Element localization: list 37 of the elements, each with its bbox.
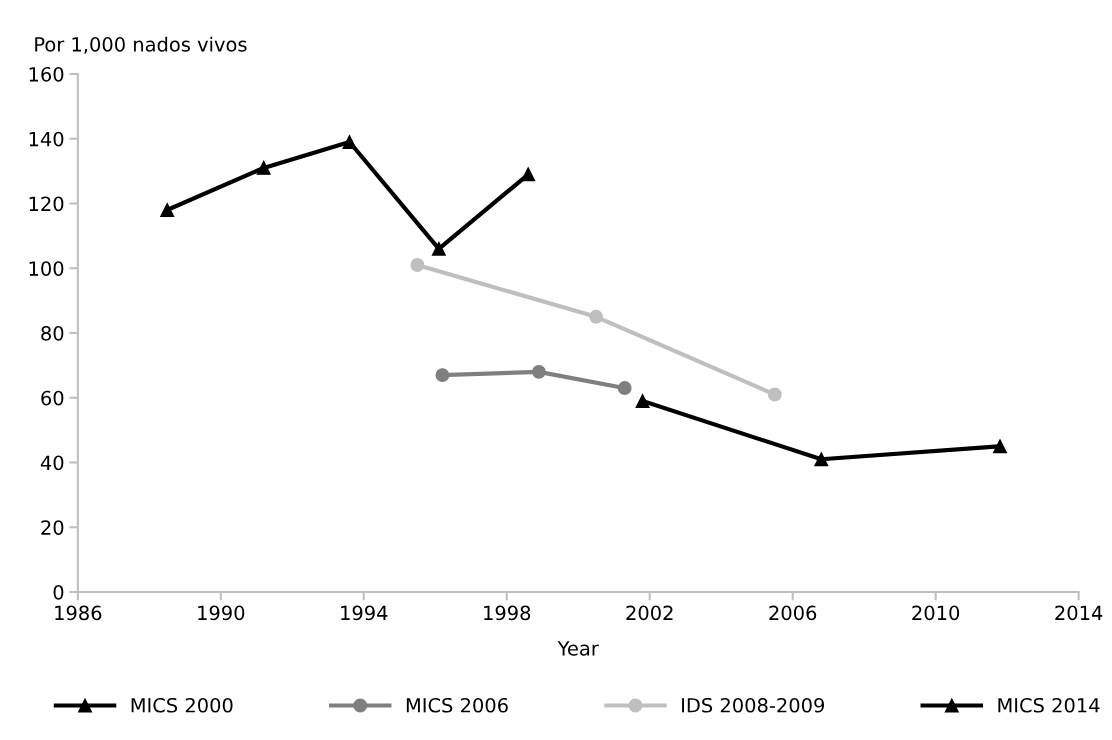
- y-tick-label: 120: [29, 196, 64, 212]
- x-tick-label: 1986: [55, 605, 102, 621]
- x-tick-label: 1994: [341, 605, 388, 621]
- point: [431, 241, 446, 256]
- y-axis-title: Por 1,000 nados vivos: [35, 36, 247, 54]
- x-tick-label: 1998: [484, 605, 531, 621]
- legend-label: MICS 2000: [131, 697, 233, 713]
- y-tick-label: 0: [53, 584, 64, 600]
- x-tick-label: 1990: [198, 605, 245, 621]
- point: [160, 203, 175, 217]
- y-tick-label: 100: [29, 261, 64, 276]
- point: [531, 364, 546, 379]
- point: [435, 368, 450, 383]
- point: [589, 309, 604, 324]
- y-tick-label: 140: [29, 131, 64, 147]
- x-tick-label: 2010: [912, 605, 960, 621]
- x-tick-label: 2002: [626, 605, 673, 621]
- point: [342, 135, 357, 149]
- x-axis-title: Year: [557, 641, 599, 656]
- y-tick-label: 20: [41, 520, 64, 535]
- y-tick-label: 40: [40, 455, 64, 471]
- point: [617, 381, 632, 395]
- x-tick-label: 2014: [1055, 605, 1103, 621]
- point: [410, 258, 425, 272]
- point: [256, 160, 271, 175]
- point: [521, 167, 536, 182]
- legend-label: IDS 2008-2009: [682, 697, 825, 713]
- y-tick-label: 80: [41, 325, 64, 341]
- point: [767, 387, 782, 402]
- x-tick-label: 2006: [769, 605, 817, 621]
- point: [635, 394, 650, 408]
- legend-label: MICS 2014: [998, 697, 1100, 713]
- point: [993, 439, 1007, 454]
- y-tick-label: 60: [41, 390, 64, 406]
- point: [814, 452, 829, 467]
- y-tick-label: 160: [29, 66, 64, 82]
- legend-label: MICS 2006: [406, 697, 508, 713]
